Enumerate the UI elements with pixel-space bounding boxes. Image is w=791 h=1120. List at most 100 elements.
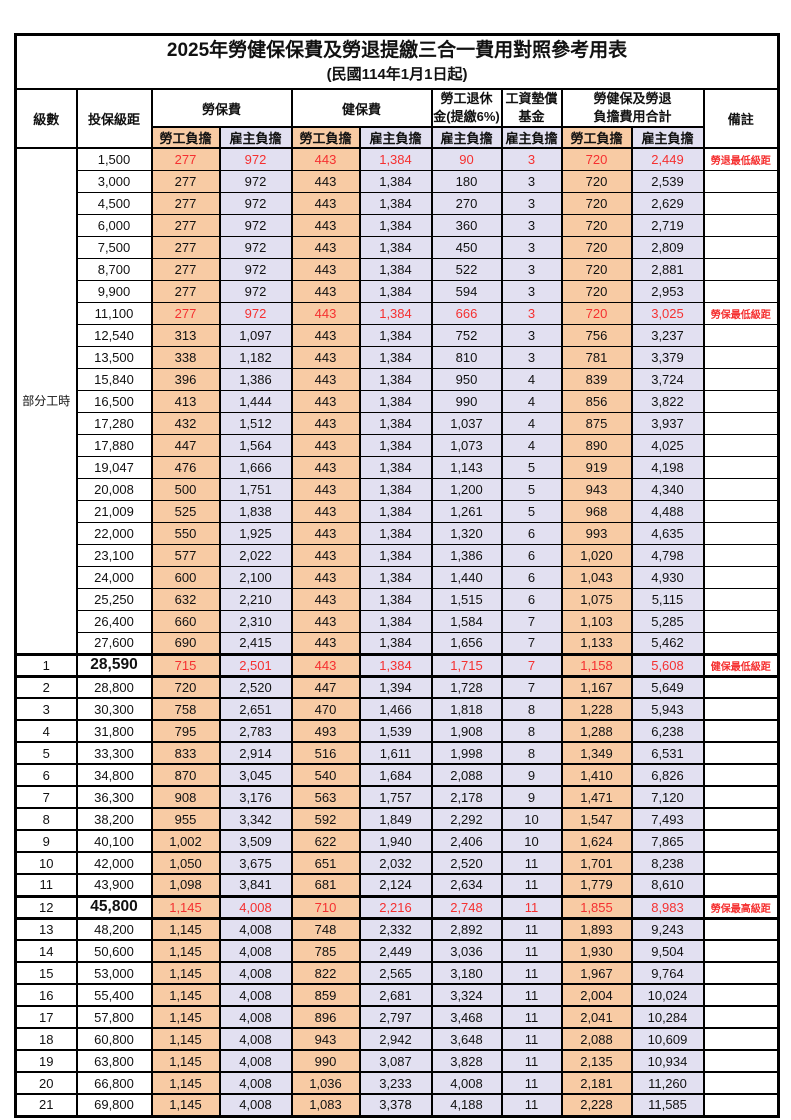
cell-value: 1,666 — [218, 455, 293, 479]
cell-value: 3,176 — [218, 785, 293, 809]
cell-value: 2,041 — [560, 1005, 633, 1029]
cell-value: 5 — [500, 499, 563, 523]
table-row: 12,540 313 1,097 443 1,384 752 3 756 3,237 — [16, 323, 780, 347]
cell-value: 9,764 — [630, 961, 705, 985]
cell-value: 1,320 — [430, 521, 503, 545]
cell-value: 1,908 — [430, 719, 503, 743]
cell-note — [702, 1049, 780, 1073]
cell-value: 2,210 — [218, 587, 293, 611]
cell-value: 5,943 — [630, 697, 705, 721]
cell-value: 1,145 — [150, 983, 221, 1007]
cell-note: 勞保最高級距 — [702, 894, 780, 920]
header-level: 級數 — [14, 88, 78, 149]
cell-bracket: 9,900 — [75, 279, 153, 303]
cell-value: 1,998 — [430, 741, 503, 765]
cell-value: 4 — [500, 367, 563, 391]
table-row: 17,880 447 1,564 443 1,384 1,073 4 890 4,025 — [16, 433, 780, 457]
cell-value: 338 — [150, 345, 221, 369]
cell-value: 720 — [560, 235, 633, 259]
header-wage-fund-line1: 工資墊償 — [505, 91, 558, 106]
cell-bracket: 42,000 — [75, 851, 153, 875]
table-row: 22,000 550 1,925 443 1,384 1,320 6 993 4,635 — [16, 521, 780, 545]
cell-value: 1,925 — [218, 521, 293, 545]
cell-bracket: 24,000 — [75, 565, 153, 589]
cell-value: 2,032 — [358, 851, 433, 875]
cell-level: 2 — [14, 675, 78, 699]
cell-value: 313 — [150, 323, 221, 347]
cell-value: 3 — [500, 257, 563, 281]
cell-value: 443 — [290, 257, 361, 281]
cell-value: 1,043 — [560, 565, 633, 589]
cell-value: 7,865 — [630, 829, 705, 853]
cell-value: 1,444 — [218, 389, 293, 413]
cell-value: 1,384 — [358, 345, 433, 369]
cell-value: 594 — [430, 279, 503, 303]
cell-value: 1,384 — [358, 477, 433, 501]
cell-note — [702, 961, 780, 985]
cell-value: 1,145 — [150, 1093, 221, 1117]
cell-value: 443 — [290, 521, 361, 545]
cell-level: 20 — [14, 1071, 78, 1095]
table-body: 部分工時 1,500 277 972 443 1,384 90 3 720 2,449 勞退最低級距… — [14, 147, 780, 1117]
cell-value: 10 — [500, 807, 563, 831]
header-sub-row: 勞工負擔 雇主負擔 勞工負擔 雇主負擔 雇主負擔 雇主負擔 勞工負擔 雇主負擔 — [16, 126, 779, 149]
cell-value: 2,797 — [358, 1005, 433, 1029]
cell-value: 890 — [560, 433, 633, 457]
table-row: 23,100 577 2,022 443 1,384 1,386 6 1,020 4,798 — [16, 543, 780, 567]
cell-value: 11 — [500, 873, 563, 897]
cell-value: 1,384 — [358, 323, 433, 347]
cell-value: 1,228 — [560, 697, 633, 721]
subheader-labor-employer: 雇主負擔 — [218, 126, 293, 149]
cell-value: 443 — [290, 455, 361, 479]
cell-value: 3 — [500, 169, 563, 193]
cell-value: 2,520 — [430, 851, 503, 875]
cell-value: 972 — [218, 235, 293, 259]
cell-value: 781 — [560, 345, 633, 369]
cell-value: 1,200 — [430, 477, 503, 501]
cell-note — [702, 609, 780, 633]
cell-value: 2,332 — [358, 917, 433, 941]
cell-value: 4,488 — [630, 499, 705, 523]
table-row: 17,280 432 1,512 443 1,384 1,037 4 875 3,937 — [16, 411, 780, 435]
cell-level: 4 — [14, 719, 78, 743]
cell-value: 443 — [290, 147, 361, 171]
cell-value: 660 — [150, 609, 221, 633]
cell-value: 1,145 — [150, 1027, 221, 1051]
cell-value: 443 — [290, 279, 361, 303]
cell-value: 432 — [150, 411, 221, 435]
header-pension-line2: 金(提繳6%) — [433, 109, 500, 124]
cell-value: 443 — [290, 345, 361, 369]
cell-value: 180 — [430, 169, 503, 193]
cell-value: 1,384 — [358, 169, 433, 193]
table-row: 15,840 396 1,386 443 1,384 950 4 839 3,724 — [16, 367, 780, 391]
cell-value: 1,440 — [430, 565, 503, 589]
cell-value: 2,228 — [560, 1093, 633, 1117]
cell-bracket: 8,700 — [75, 257, 153, 281]
cell-value: 1,037 — [430, 411, 503, 435]
cell-bracket: 17,880 — [75, 433, 153, 457]
cell-bracket: 57,800 — [75, 1005, 153, 1029]
cell-value: 1,386 — [218, 367, 293, 391]
cell-value: 577 — [150, 543, 221, 567]
cell-value: 1,050 — [150, 851, 221, 875]
header-group-row: 級數 投保級距 勞保費 健保費 勞工退休 金(提繳6%) 工資墊償 基金 勞健保… — [14, 88, 780, 149]
cell-value: 1,466 — [358, 697, 433, 721]
cell-note — [702, 873, 780, 897]
cell-value: 758 — [150, 697, 221, 721]
cell-value: 972 — [218, 169, 293, 193]
cell-value: 1,288 — [560, 719, 633, 743]
table-row: 13 48,200 1,145 4,008 748 2,332 2,892 11 1,893 9,… — [14, 917, 780, 941]
cell-value: 443 — [290, 213, 361, 237]
fee-table: 2025年勞健保保費及勞退提繳三合一費用對照參考用表 (民國114年1月1日起)… — [14, 33, 781, 1118]
cell-value: 651 — [290, 851, 361, 875]
cell-value: 8,610 — [630, 873, 705, 897]
cell-note — [702, 697, 780, 721]
cell-value: 6 — [500, 565, 563, 589]
cell-bracket: 25,250 — [75, 587, 153, 611]
cell-value: 2,634 — [430, 873, 503, 897]
table-row: 2 28,800 720 2,520 447 1,394 1,728 7 1,167 5,649 — [14, 675, 780, 699]
subheader-total-employer: 雇主負擔 — [630, 126, 705, 149]
cell-value: 748 — [290, 917, 361, 941]
cell-value: 1,384 — [358, 587, 433, 611]
table-row: 9,900 277 972 443 1,384 594 3 720 2,953 — [16, 279, 780, 303]
